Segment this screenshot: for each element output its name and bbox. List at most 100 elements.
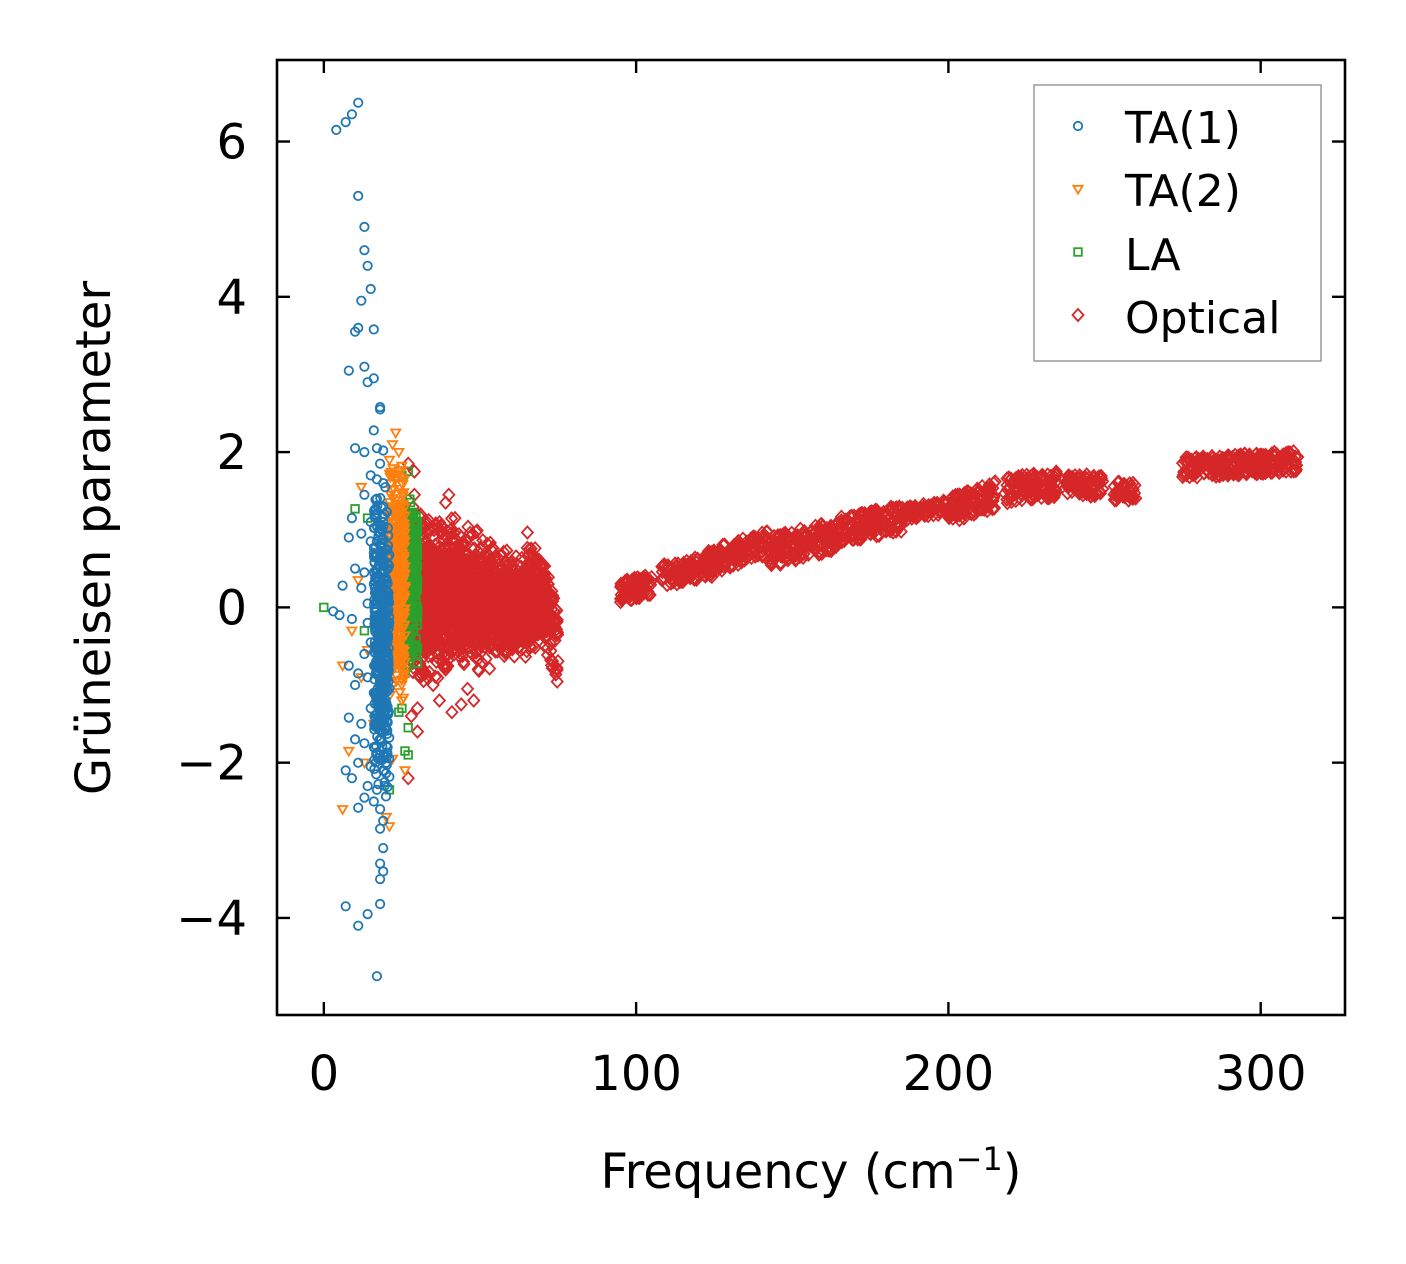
data-point-optical (975, 478, 989, 494)
data-point-optical (894, 524, 908, 539)
data-point-optical (1208, 462, 1222, 477)
data-point-optical (631, 581, 645, 596)
data-point-ta1 (359, 446, 370, 458)
data-point-ta1 (359, 567, 370, 578)
data-point-optical (834, 513, 849, 528)
data-point-optical (525, 630, 540, 646)
data-point-optical (533, 622, 548, 638)
data-point-optical (980, 503, 994, 519)
data-point-la (409, 518, 420, 529)
data-point-optical (424, 547, 439, 563)
data-point-optical (522, 591, 536, 607)
data-point-optical (404, 708, 419, 724)
data-point-optical (1279, 464, 1293, 479)
data-point-optical (458, 560, 473, 576)
data-point-optical (524, 541, 538, 556)
data-point-optical (834, 525, 849, 540)
data-point-optical (504, 583, 519, 599)
data-point-ta1 (359, 489, 370, 500)
data-point-optical (515, 634, 530, 649)
data-point-optical (1242, 449, 1256, 464)
data-point-ta1 (349, 563, 361, 574)
data-point-ta1 (346, 512, 357, 524)
data-point-optical (456, 654, 471, 670)
data-point-optical (1182, 469, 1197, 485)
data-point-optical (633, 586, 647, 602)
data-point-optical (946, 489, 960, 504)
data-point-optical (853, 526, 867, 542)
data-point-optical (461, 519, 475, 535)
data-point-optical (438, 582, 452, 597)
data-point-optical (1179, 449, 1193, 465)
data-point-optical (1232, 467, 1246, 483)
data-point-optical (1123, 484, 1138, 500)
data-point-optical (419, 557, 433, 573)
data-point-ta1 (380, 596, 391, 607)
data-point-optical (438, 662, 453, 677)
data-point-optical (426, 677, 440, 693)
data-point-optical (501, 621, 515, 636)
data-point-ta2 (396, 597, 409, 609)
data-point-optical (427, 590, 441, 605)
data-point-optical (813, 517, 828, 532)
data-point-optical (640, 571, 655, 587)
data-point-ta1 (374, 458, 386, 469)
data-point-ta2 (396, 491, 409, 503)
data-point-optical (1230, 449, 1245, 465)
data-point-optical (1211, 459, 1225, 475)
data-point-optical (489, 583, 503, 599)
data-point-ta2 (389, 572, 402, 583)
data-point-optical (1126, 489, 1140, 505)
data-point-optical (900, 512, 914, 528)
data-point-optical (772, 534, 787, 550)
data-point-optical (643, 587, 657, 603)
data-point-ta1 (374, 404, 386, 415)
data-point-ta2 (391, 659, 404, 671)
data-point-optical (457, 586, 471, 602)
data-point-optical (686, 552, 701, 568)
data-point-optical (701, 545, 715, 561)
data-point-optical (447, 525, 462, 541)
data-point-optical (1082, 469, 1096, 485)
data-point-optical (973, 483, 987, 499)
data-point-ta1 (378, 501, 389, 512)
data-point-optical (484, 610, 498, 626)
data-point-ta2 (336, 805, 349, 816)
data-point-optical (456, 599, 470, 615)
data-point-optical (1245, 458, 1259, 473)
data-point-optical (520, 563, 535, 579)
data-point-ta2 (395, 696, 409, 707)
data-point-optical (1021, 474, 1035, 490)
data-point-ta2 (395, 533, 409, 544)
data-point-ta1 (343, 365, 354, 376)
data-point-ta1 (383, 705, 394, 717)
data-point-optical (1088, 488, 1102, 504)
data-point-optical (444, 511, 459, 526)
data-point-ta1 (365, 283, 376, 295)
data-point-optical (1116, 477, 1130, 493)
data-point-optical (432, 539, 446, 555)
series-optical (401, 443, 1305, 786)
data-point-optical (417, 664, 432, 679)
data-point-optical (824, 541, 839, 556)
data-point-optical (732, 539, 747, 554)
data-point-optical (489, 567, 503, 583)
data-point-optical (700, 553, 715, 569)
data-point-optical (414, 666, 428, 681)
data-point-ta1 (374, 540, 386, 551)
data-point-optical (883, 519, 898, 535)
data-point-la (359, 626, 370, 636)
data-point-optical (468, 603, 483, 619)
data-point-ta1 (368, 425, 379, 436)
data-point-optical (420, 634, 434, 649)
data-point-optical (469, 645, 483, 661)
data-point-optical (1109, 488, 1123, 503)
data-point-optical (883, 502, 898, 518)
data-point-ta2 (395, 626, 409, 637)
data-point-optical (1072, 486, 1087, 501)
data-point-optical (435, 562, 449, 577)
data-point-optical (1181, 455, 1195, 470)
data-point-ta2 (380, 812, 393, 824)
data-point-optical (469, 637, 484, 652)
data-point-ta2 (396, 644, 410, 655)
